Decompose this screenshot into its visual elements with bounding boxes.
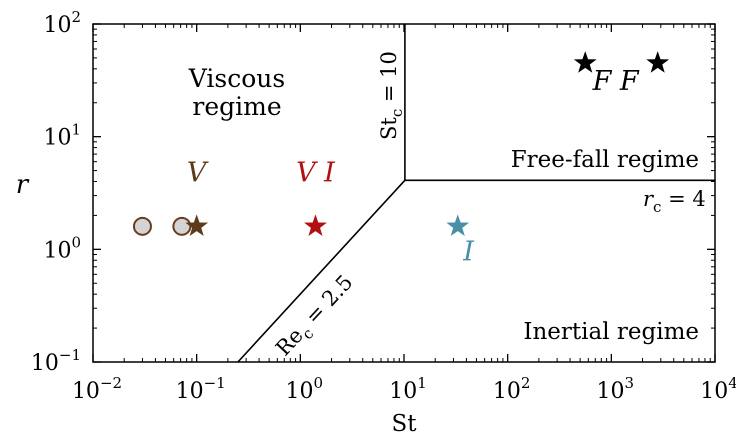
x-tick-label-exp: −1	[204, 374, 226, 392]
x-tick-label-base: 10	[700, 379, 728, 404]
x-tick-label-exp: 1	[417, 374, 427, 392]
x-tick-label-base: 10	[286, 379, 314, 404]
y-tick-label-base: 10	[43, 238, 71, 263]
x-tick-label: 102	[493, 374, 531, 404]
data-star	[185, 214, 209, 237]
y-tick-label-exp: −1	[59, 346, 81, 364]
x-tick-label-exp: 4	[728, 374, 736, 392]
y-tick-label-base: 10	[43, 13, 71, 38]
data-star	[646, 51, 670, 73]
y-tick-label-exp: 0	[71, 233, 81, 251]
x-tick-label-base: 10	[389, 379, 417, 404]
x-tick-label: 101	[389, 374, 427, 404]
x-tick-label-base: 10	[493, 379, 521, 404]
x-tick-label-base: 10	[597, 379, 625, 404]
x-tick-label-base: 10	[176, 379, 204, 404]
y-tick-label-base: 10	[43, 126, 71, 151]
label-i: I	[462, 236, 475, 267]
regime-label-freefall: Free-fall regime	[511, 147, 699, 173]
x-tick-label: 10−2	[72, 374, 122, 404]
regime-label-viscous-line2: regime	[192, 92, 281, 121]
x-tick-label: 10−1	[176, 374, 226, 404]
label-vi: V I	[296, 158, 336, 189]
x-axis-label: St	[392, 411, 418, 437]
label-ff: F F	[592, 66, 640, 97]
x-tick-label-exp: 0	[314, 374, 324, 392]
y-tick-label-base: 10	[31, 351, 59, 376]
data-circle	[172, 216, 192, 236]
regime-boundaries	[237, 24, 715, 363]
regime-label-inertial: Inertial regime	[523, 319, 699, 345]
label-v: V	[187, 158, 209, 189]
y-tick-label: 100	[43, 233, 81, 263]
x-tick-label: 103	[597, 374, 635, 404]
x-tick-label: 100	[286, 374, 324, 404]
y-tick-label-exp: 2	[71, 8, 81, 26]
x-tick-label-exp: 2	[521, 374, 531, 392]
boundary-re-critical	[237, 179, 406, 363]
data-star	[304, 214, 327, 237]
st-c-rest: = 10	[377, 51, 401, 109]
x-tick-label-base: 10	[72, 379, 100, 404]
boundary-label-st-c: Stc = 10	[377, 51, 406, 140]
boundary-label-r-c: rc = 4	[643, 187, 706, 216]
y-tick-label-exp: 1	[71, 121, 81, 139]
data-circle	[132, 216, 152, 236]
data-star	[573, 51, 597, 73]
r-c-rest: = 4	[661, 187, 705, 211]
st-c-sub: c	[388, 109, 406, 117]
r-c-main: r	[643, 187, 655, 211]
x-tick-label: 104	[700, 374, 736, 404]
data-star	[446, 214, 470, 237]
regime-label-viscous-line1: Viscous	[188, 64, 285, 93]
r-c-sub: c	[653, 198, 661, 216]
re-c-rest: = 2.5	[296, 270, 357, 333]
x-tick-label-exp: 3	[625, 374, 635, 392]
y-tick-label: 10−1	[31, 346, 81, 376]
boundary-label-re-c: Rec = 2.5	[271, 270, 361, 364]
y-tick-label: 102	[43, 8, 81, 38]
y-axis-label: r	[16, 170, 30, 200]
y-tick-label: 101	[43, 121, 81, 151]
st-c-main: St	[377, 117, 401, 140]
x-tick-label-exp: −2	[100, 374, 122, 392]
data-marks	[132, 51, 670, 237]
